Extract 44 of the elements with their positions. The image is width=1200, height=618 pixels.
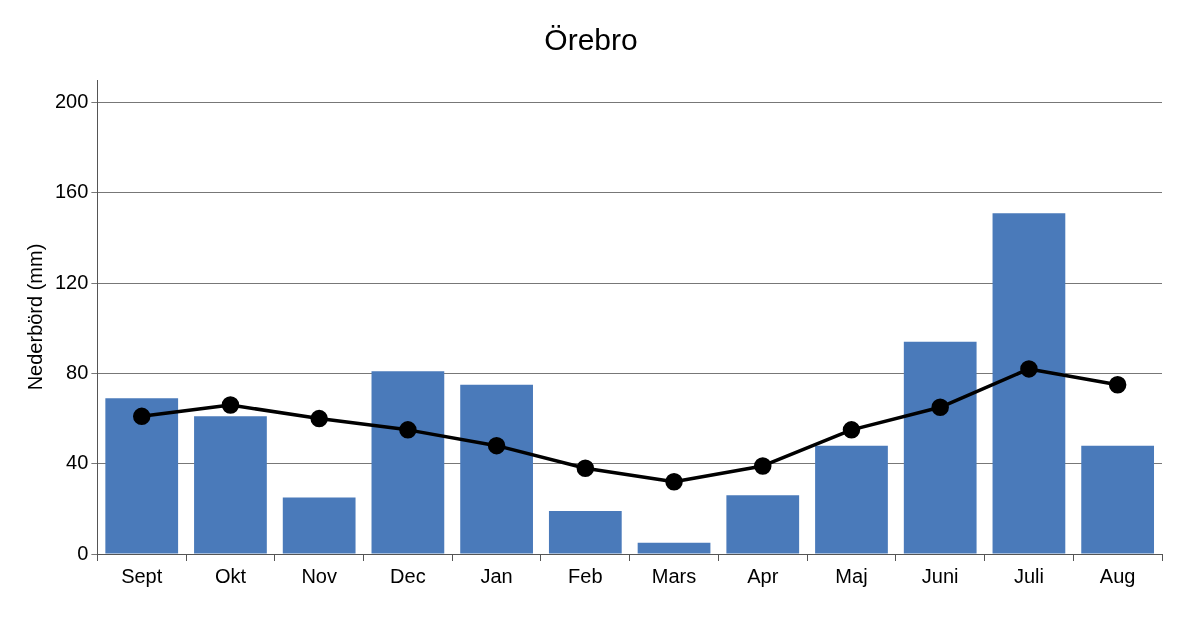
x-tick-label: Maj bbox=[835, 564, 868, 587]
bar bbox=[726, 495, 800, 554]
bar bbox=[371, 371, 445, 554]
bar bbox=[282, 497, 356, 554]
x-tick-label: Mars bbox=[651, 564, 697, 587]
point bbox=[487, 436, 506, 455]
x-tick-label: Juli bbox=[1013, 564, 1044, 587]
y-tick-label: 160 bbox=[54, 180, 89, 203]
y-tick-label: 80 bbox=[66, 360, 89, 383]
bar bbox=[903, 341, 977, 554]
point bbox=[1108, 375, 1127, 394]
bar bbox=[194, 416, 267, 554]
point bbox=[754, 457, 772, 475]
point bbox=[931, 398, 949, 417]
bar bbox=[105, 398, 179, 554]
point bbox=[132, 407, 151, 426]
chart-title: Örebro bbox=[544, 23, 638, 57]
bar bbox=[637, 542, 711, 554]
x-tick-label: Dec bbox=[390, 564, 426, 587]
x-tick-label: Nov bbox=[301, 564, 337, 587]
point bbox=[399, 421, 417, 439]
bar bbox=[815, 445, 888, 554]
y-tick-label: 200 bbox=[54, 90, 89, 113]
y-tick-label: 0 bbox=[77, 541, 89, 564]
x-tick-label: Sept bbox=[121, 564, 163, 587]
point bbox=[576, 459, 595, 477]
point bbox=[842, 421, 861, 439]
bar bbox=[460, 384, 533, 554]
x-tick-label: Juni bbox=[921, 564, 959, 587]
x-tick-label: Aug bbox=[1099, 564, 1136, 587]
bar bbox=[992, 213, 1066, 554]
y-axis-title: Nederbörd (mm) bbox=[23, 243, 46, 391]
x-tick-label: Jan bbox=[480, 564, 513, 587]
y-tick-label: 40 bbox=[66, 451, 89, 474]
point bbox=[310, 409, 328, 428]
x-tick-label: Okt bbox=[214, 564, 247, 587]
point bbox=[665, 473, 683, 491]
point bbox=[221, 396, 240, 414]
x-tick-label: Apr bbox=[747, 564, 779, 587]
bar bbox=[548, 511, 622, 554]
y-tick-label: 120 bbox=[54, 270, 89, 293]
point bbox=[1020, 360, 1038, 378]
x-tick-label: Feb bbox=[568, 564, 603, 587]
bar bbox=[1081, 445, 1155, 554]
